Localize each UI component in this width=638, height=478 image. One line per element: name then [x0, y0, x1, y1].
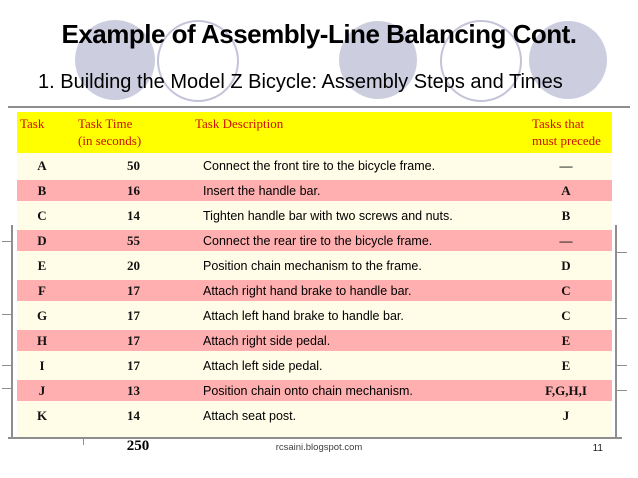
frame-tick: [2, 365, 12, 366]
table-cell-time: 20: [127, 257, 140, 273]
decor-circle-filled: [529, 21, 607, 99]
table-row: I 17 Attach left side pedal. E: [17, 353, 612, 378]
assembly-steps-table: Task Task Time (in seconds) Task Descrip…: [17, 112, 612, 437]
frame-bottom-line: [8, 437, 622, 439]
table-row: D 55 Connect the rear tire to the bicycle …: [17, 228, 612, 253]
table-cell-description: Attach left side pedal.: [203, 358, 323, 373]
table-cell-precede: A: [561, 182, 571, 198]
table-cell-task: G: [36, 307, 48, 323]
table-cell-task: F: [38, 282, 46, 298]
table-cell-precede: J: [562, 407, 570, 423]
table-cell-time: 13: [127, 382, 140, 398]
total-task-time: 250: [126, 438, 150, 454]
table-cell-description: Insert the handle bar.: [203, 183, 321, 198]
frame-left-line: [11, 225, 13, 439]
table-cell-description: Attach right side pedal.: [203, 333, 331, 348]
table-cell-time: 16: [127, 182, 140, 198]
frame-tick: [2, 241, 12, 242]
table-cell-precede: E: [561, 332, 571, 348]
table-cell-task: E: [37, 257, 47, 273]
table-cell-time: 14: [127, 407, 140, 423]
table-row: G 17 Attach left hand brake to handle bar.…: [17, 303, 612, 328]
table-cell-task: B: [37, 182, 47, 198]
frame-tick: [2, 388, 12, 389]
table-cell-time: 17: [127, 282, 140, 298]
decor-circle-outline: [157, 20, 239, 102]
table-cell-precede: E: [561, 357, 571, 373]
table-cell-description: Connect the front tire to the bicycle fr…: [203, 158, 436, 173]
table-cell-task: H: [36, 332, 48, 348]
table-cell-time: 17: [127, 307, 140, 323]
table-cell-time: 50: [127, 157, 140, 173]
table-cell-precede: C: [561, 307, 571, 323]
frame-tick: [617, 252, 627, 253]
table-cell-precede: C: [561, 282, 571, 298]
table-cell-precede: F,G,H,I: [545, 382, 587, 398]
table-cell-description: Attach right hand brake to handle bar.: [203, 283, 412, 298]
table-cell-description: Position chain mechanism to the frame.: [203, 258, 422, 273]
table-row: F 17 Attach right hand brake to handle bar…: [17, 278, 612, 303]
frame-right-line: [615, 225, 617, 439]
table-cell-description: Connect the rear tire to the bicycle fra…: [203, 233, 433, 248]
table-body: A 50 Connect the front tire to the bicycle…: [17, 153, 612, 428]
table-cell-task: C: [37, 207, 47, 223]
table-cell-precede: —: [559, 232, 573, 248]
header-task-description: Task Description: [195, 116, 284, 131]
table-row: H 17 Attach right side pedal. E: [17, 328, 612, 353]
page-number: 11: [592, 443, 603, 454]
frame-tick: [2, 314, 12, 315]
table-cell-time: 55: [127, 232, 140, 248]
frame-top-line: [8, 106, 630, 108]
frame-tick: [617, 365, 627, 366]
table-cell-description: Attach left hand brake to handle bar.: [203, 308, 404, 323]
decor-circle-outline: [440, 20, 522, 102]
decor-circle-filled: [339, 21, 417, 99]
table-cell-description: Position chain onto chain mechanism.: [203, 383, 413, 398]
table-cell-time: 17: [127, 357, 140, 373]
frame-tick: [83, 430, 84, 445]
table-row: J 13 Position chain onto chain mechanism. F…: [17, 378, 612, 403]
table-cell-description: Attach seat post.: [203, 408, 297, 423]
table-cell-precede: D: [561, 257, 571, 273]
table-bottom-strip: [17, 428, 612, 437]
watermark-text: rcsaini.blogspot.com: [275, 442, 363, 453]
table-cell-time: 17: [127, 332, 140, 348]
table-row: K 14 Attach seat post. J: [17, 403, 612, 428]
table-cell-task: D: [37, 232, 47, 248]
table-cell-description: Tighten handle bar with two screws and n…: [203, 208, 453, 223]
table-cell-task: K: [36, 407, 48, 423]
table-row: C 14 Tighten handle bar with two screws an…: [17, 203, 612, 228]
page-title: Example of Assembly-Line Balancing Cont.: [61, 19, 577, 49]
table-row: A 50 Connect the front tire to the bicycle…: [17, 153, 612, 178]
table-cell-task: A: [37, 157, 47, 173]
frame-tick: [617, 318, 627, 319]
table-row: E 20 Position chain mechanism to the frame…: [17, 253, 612, 278]
page-subtitle: 1. Building the Model Z Bicycle: Assembl…: [38, 71, 563, 93]
header-task-time: Task Time (in seconds): [78, 116, 142, 148]
table-cell-precede: B: [561, 207, 571, 223]
table-cell-precede: —: [559, 157, 573, 173]
table-cell-task: I: [39, 357, 45, 373]
header-tasks-that-must-precede: Tasks that must precede: [532, 116, 601, 148]
table-header-row: Task Task Time (in seconds) Task Descrip…: [17, 112, 612, 153]
header-task: Task: [20, 116, 45, 131]
decor-circle-filled: [75, 20, 155, 100]
table-cell-time: 14: [127, 207, 140, 223]
table-row: B 16 Insert the handle bar. A: [17, 178, 612, 203]
frame-tick: [617, 390, 627, 391]
table-cell-task: J: [38, 382, 46, 398]
